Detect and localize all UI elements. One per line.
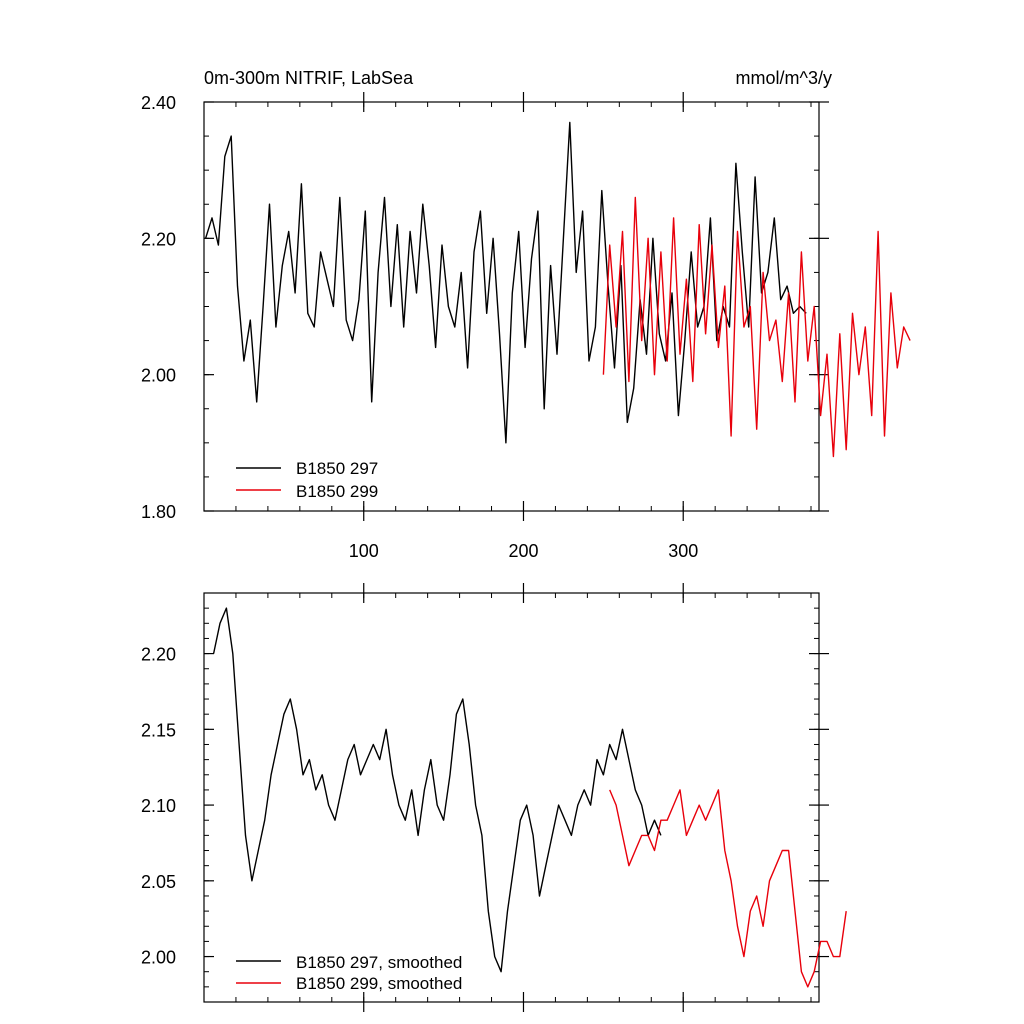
legend-label-series-a: B1850 297 <box>296 459 378 478</box>
top-x-ticks: 100 200 300 <box>235 92 812 561</box>
x-tick-label: 300 <box>668 541 698 561</box>
x-tick-label: 200 <box>508 541 538 561</box>
chart-units: mmol/m^3/y <box>736 68 832 88</box>
y-tick-label: 2.15 <box>141 720 176 740</box>
legend-label-series-a-smoothed: B1850 297, smoothed <box>296 953 462 972</box>
bottom-x-ticks <box>235 583 812 1012</box>
legend-label-series-b: B1850 299 <box>296 482 378 501</box>
bottom-plot-frame <box>203 592 820 1003</box>
series-line-a <box>212 607 662 973</box>
top-series <box>204 121 911 458</box>
bottom-series <box>212 607 847 988</box>
series-line-a <box>204 121 807 444</box>
y-tick-label: 2.40 <box>141 93 176 113</box>
y-tick-label: 2.05 <box>141 872 176 892</box>
bottom-y-ticks: 2.00 2.05 2.10 2.15 2.20 <box>141 592 829 1003</box>
legend-label-series-b-smoothed: B1850 299, smoothed <box>296 974 462 993</box>
series-line-b <box>609 789 847 988</box>
series-line-b <box>602 196 911 458</box>
y-tick-label: 2.20 <box>141 229 176 249</box>
top-panel: 100 200 300 1.80 2.00 2.20 2.40 B1850 297 B18… <box>141 92 911 561</box>
bottom-legend: B1850 297, smoothed B1850 299, smoothed <box>236 953 462 993</box>
chart-title: 0m-300m NITRIF, LabSea <box>204 68 414 88</box>
y-tick-label: 2.20 <box>141 645 176 665</box>
y-tick-label: 2.00 <box>141 948 176 968</box>
top-legend: B1850 297 B1850 299 <box>236 459 378 501</box>
x-tick-label: 100 <box>349 541 379 561</box>
y-tick-label: 2.00 <box>141 366 176 386</box>
bottom-panel: 2.00 2.05 2.10 2.15 2.20 B1850 297, smoothed… <box>141 583 847 1012</box>
top-y-ticks: 1.80 2.00 2.20 2.40 <box>141 93 829 522</box>
y-tick-label: 2.10 <box>141 796 176 816</box>
y-tick-label: 1.80 <box>141 502 176 522</box>
